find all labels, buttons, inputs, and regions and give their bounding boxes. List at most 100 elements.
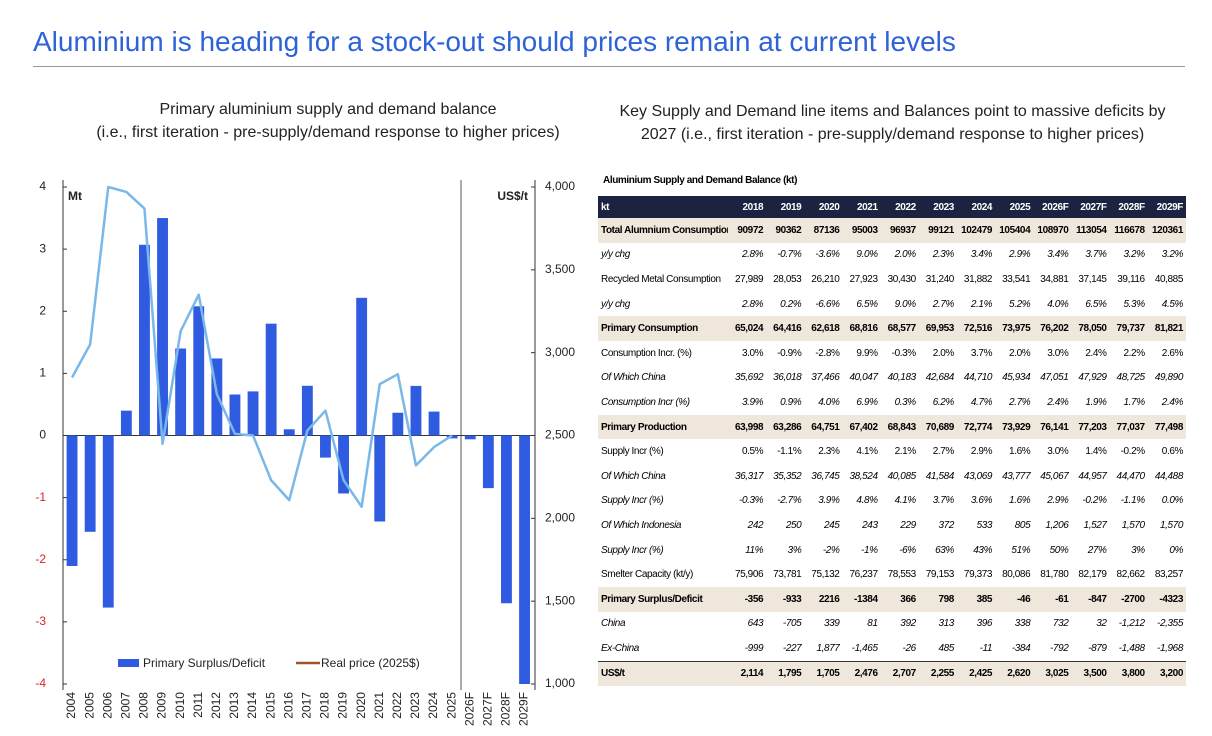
table-cell: 3.4% bbox=[970, 249, 993, 261]
table-cell: 68,577 bbox=[880, 316, 919, 341]
bar bbox=[247, 391, 259, 436]
table-cell: 243 bbox=[862, 519, 878, 531]
table-cell: 3% bbox=[787, 544, 802, 556]
table-cell: 81,780 bbox=[1040, 569, 1069, 581]
table-cell: 32 bbox=[1096, 618, 1107, 630]
table-cell: 3.0% bbox=[1047, 446, 1069, 458]
x-tick-label: 2005 bbox=[82, 692, 96, 719]
column-header: 2023 bbox=[918, 196, 957, 218]
table-cell: 2.3% bbox=[932, 249, 955, 261]
table-cell: 3.4% bbox=[1047, 249, 1069, 261]
table-cell: 339 bbox=[823, 618, 840, 630]
table-cell: 2,707 bbox=[880, 660, 919, 687]
bar bbox=[102, 435, 114, 608]
table-cell: 42,684 bbox=[925, 372, 955, 384]
x-tick-label: 2028F bbox=[499, 692, 513, 726]
table-cell: 3.2% bbox=[1161, 249, 1184, 261]
table-cell: -2700 bbox=[1109, 586, 1148, 612]
column-header: 2019 bbox=[766, 196, 805, 218]
table-cell: 250 bbox=[785, 519, 802, 531]
table-cell: 0.0% bbox=[1161, 495, 1184, 507]
column-header: 2022 bbox=[880, 196, 919, 218]
row-label: Ex-China bbox=[601, 642, 639, 654]
table-row: US$/t 2,114 1,795 1,705 2,476 2,707 2,255 2,425… bbox=[598, 660, 1186, 687]
table-cell: 70,689 bbox=[918, 414, 957, 440]
table-cell: 1,206 bbox=[1045, 519, 1069, 531]
table-cell: -6% bbox=[899, 544, 916, 556]
table-cell: 47,929 bbox=[1078, 372, 1107, 384]
bar bbox=[428, 411, 440, 436]
column-header: 2024 bbox=[956, 196, 996, 218]
y-tick-label: -1 bbox=[35, 490, 46, 504]
table-cell: 4.8% bbox=[856, 495, 878, 507]
table-cell: 113054 bbox=[1071, 218, 1110, 243]
y-tick-label: 1 bbox=[39, 366, 46, 380]
x-tick-label: 2019 bbox=[336, 692, 350, 719]
table-cell: 77,498 bbox=[1147, 414, 1186, 440]
table-cell: -2.8% bbox=[815, 347, 840, 359]
table-cell: 63,286 bbox=[766, 414, 805, 440]
y2-tick-label: 3,500 bbox=[545, 262, 575, 276]
y-tick-label: -4 bbox=[35, 676, 46, 690]
table-cell: 80,086 bbox=[1002, 569, 1031, 581]
table-cell: 11% bbox=[745, 544, 764, 556]
table-cell: 82,662 bbox=[1116, 569, 1146, 581]
table-cell: 79,373 bbox=[963, 569, 993, 581]
y2-tick-label: 2,500 bbox=[545, 428, 575, 442]
table-row: Consumption Incr. (%) 3.0% -0.9% -2.8% 9.9% -… bbox=[598, 341, 1186, 366]
table-cell: 9.9% bbox=[856, 347, 878, 359]
table-cell: -1% bbox=[861, 544, 878, 556]
table-cell: 64,751 bbox=[804, 414, 843, 440]
x-tick-label: 2021 bbox=[372, 692, 386, 719]
table-cell: 33,541 bbox=[1002, 273, 1031, 285]
table-cell: -3.6% bbox=[815, 249, 840, 261]
bar bbox=[374, 435, 386, 522]
y2-tick-label: 1,000 bbox=[545, 676, 575, 690]
bar bbox=[338, 435, 349, 494]
x-tick-label: 2017 bbox=[300, 692, 314, 719]
table-cell: 31,240 bbox=[925, 273, 955, 285]
bar bbox=[519, 435, 530, 684]
table-cell: 5.2% bbox=[1009, 298, 1031, 310]
y2-axis-label: US$/t bbox=[497, 189, 528, 203]
column-header: 2025 bbox=[995, 196, 1034, 218]
table-cell: 63% bbox=[935, 544, 954, 556]
row-label: Smelter Capacity (kt/y) bbox=[601, 569, 693, 581]
table-cell: 78,553 bbox=[887, 569, 917, 581]
table-cell: 44,470 bbox=[1116, 470, 1146, 482]
table-cell: 30,430 bbox=[887, 273, 917, 285]
table-cell: 1.7% bbox=[1123, 396, 1146, 408]
table-cell: -792 bbox=[1049, 642, 1069, 654]
table-cell: 313 bbox=[938, 618, 954, 630]
row-label: y/y chg bbox=[601, 249, 630, 261]
table-cell: 50% bbox=[1049, 544, 1069, 556]
table-cell: 2.7% bbox=[932, 298, 955, 310]
table-cell: 3,025 bbox=[1033, 660, 1072, 687]
row-label: Recycled Metal Consumption bbox=[601, 273, 721, 285]
table-cell: 2,476 bbox=[842, 660, 881, 687]
table-cell: 1,570 bbox=[1159, 519, 1183, 531]
x-tick-label: 2020 bbox=[354, 692, 368, 719]
x-tick-label: 2004 bbox=[64, 692, 78, 719]
table-cell: 2.8% bbox=[741, 298, 764, 310]
row-label: Of Which China bbox=[601, 470, 666, 482]
table-cell: 76,202 bbox=[1033, 316, 1072, 341]
table-cell: 392 bbox=[900, 618, 916, 630]
table-cell: 35,352 bbox=[773, 470, 802, 482]
table-row: Of Which Indonesia 242 250 245 243 229 372 533 8… bbox=[598, 513, 1186, 538]
table-cell: 82,179 bbox=[1078, 569, 1107, 581]
bar bbox=[283, 429, 295, 436]
table-row: Of Which China 35,692 36,018 37,466 40,047 40… bbox=[598, 366, 1186, 391]
table-cell: 2.0% bbox=[932, 347, 955, 359]
column-header: 2018 bbox=[728, 196, 767, 218]
table-row: Primary Consumption 65,024 64,416 62,618 68,… bbox=[598, 316, 1186, 341]
row-label: China bbox=[601, 618, 626, 630]
table-cell: 26,210 bbox=[811, 273, 840, 285]
table-cell: 87136 bbox=[804, 218, 843, 243]
bar bbox=[139, 244, 150, 436]
table-cell: 1.9% bbox=[1085, 396, 1107, 408]
title-rule bbox=[33, 66, 1185, 67]
x-tick-label: 2010 bbox=[173, 692, 187, 719]
table-cell: 79,737 bbox=[1109, 316, 1148, 341]
table-cell: 0.9% bbox=[780, 396, 802, 408]
